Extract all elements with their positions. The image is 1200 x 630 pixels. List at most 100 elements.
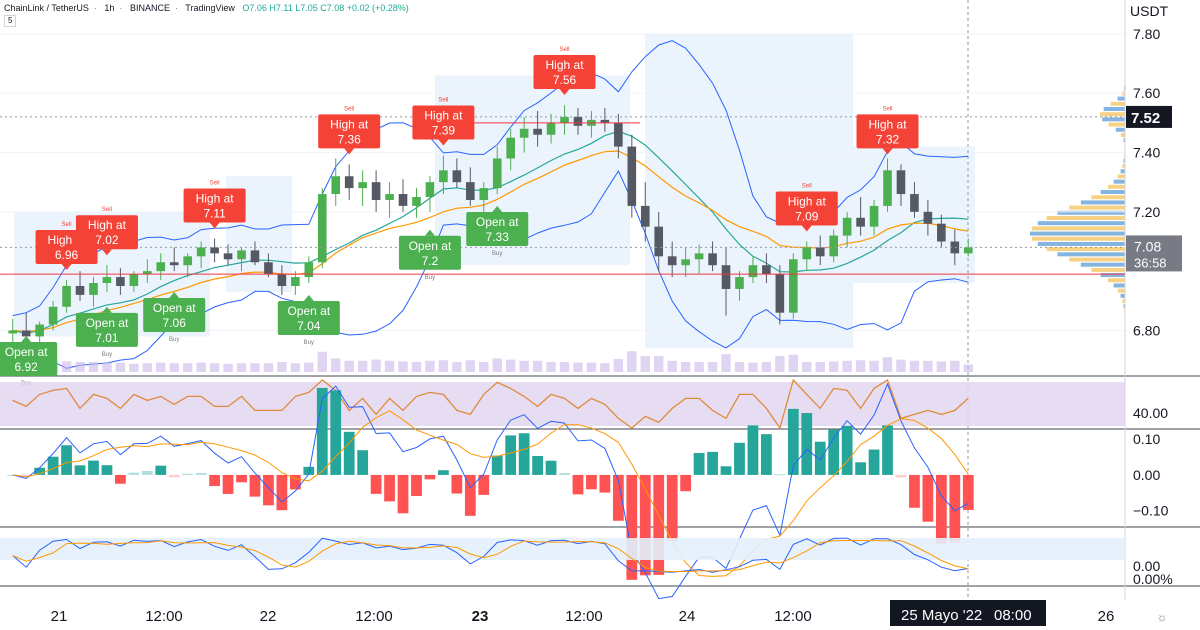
sell-signal-7: High at7.32 Sell xyxy=(856,106,919,155)
candle-body xyxy=(748,265,758,278)
time-tick: 12:00 xyxy=(355,608,393,625)
candle-body xyxy=(694,253,704,260)
signal-box[interactable] xyxy=(143,298,206,333)
candle-body xyxy=(8,330,18,334)
profile-bar xyxy=(1108,184,1125,189)
candle-body xyxy=(883,170,892,206)
candle-67 xyxy=(910,182,919,218)
candle-body xyxy=(304,262,314,278)
candle-body xyxy=(264,262,273,275)
volume-bar xyxy=(828,361,839,372)
macd-histogram-bar xyxy=(411,474,422,497)
volume-bar xyxy=(748,362,758,372)
candle-body xyxy=(89,283,98,295)
candle-body xyxy=(937,223,946,242)
volume-bar xyxy=(600,363,610,372)
macd-histogram-bar xyxy=(841,425,853,475)
candle-41 xyxy=(560,105,569,135)
macd-histogram-bar xyxy=(586,474,597,490)
profile-bar xyxy=(1122,164,1125,169)
signal-box[interactable] xyxy=(466,212,529,247)
candle-body xyxy=(910,194,919,212)
volume-bar xyxy=(75,362,85,372)
candle-25 xyxy=(344,164,354,200)
volume-bar xyxy=(707,362,718,372)
volume-bar xyxy=(263,363,274,372)
candle-body xyxy=(169,262,179,266)
profile-bar xyxy=(1030,231,1125,236)
time-tick: 24 xyxy=(679,608,696,625)
volume-bar xyxy=(586,362,597,372)
candle-62 xyxy=(842,211,852,248)
signal-value: 7.11 xyxy=(203,207,226,221)
candle-64 xyxy=(869,199,879,236)
macd-histogram-bar xyxy=(397,474,409,514)
volume-bar xyxy=(492,358,502,372)
candle-1 xyxy=(21,312,31,340)
candle-body xyxy=(412,197,421,206)
signal-value: 6.96 xyxy=(55,248,79,262)
signal-box[interactable] xyxy=(856,114,919,149)
macd-histogram-bar xyxy=(801,413,813,475)
candle-37 xyxy=(506,128,515,171)
signal-box[interactable] xyxy=(398,235,461,270)
signal-box[interactable] xyxy=(775,191,838,226)
indicator-toggle[interactable]: 5 xyxy=(4,15,17,27)
interval[interactable]: 1h xyxy=(104,3,115,13)
profile-bar xyxy=(1057,252,1125,257)
signal-box[interactable] xyxy=(533,55,596,90)
macd-histogram-bar xyxy=(357,450,369,475)
symbol-name[interactable]: ChainLink / TetherUS xyxy=(4,3,89,13)
volume-bar xyxy=(142,363,153,372)
macd-histogram-bar xyxy=(653,474,665,575)
signal-box[interactable] xyxy=(183,188,246,223)
volume-bar xyxy=(425,360,435,372)
rsi-axis-label: 40.00 xyxy=(1133,405,1168,421)
profile-bar xyxy=(1037,241,1125,246)
macd-histogram-bar xyxy=(747,425,759,475)
macd-histogram-bar xyxy=(168,474,180,478)
signal-box[interactable] xyxy=(75,312,138,347)
volume-bar xyxy=(573,362,583,372)
volume-bar xyxy=(411,362,422,372)
macd-histogram-bar xyxy=(693,452,705,475)
candle-57 xyxy=(775,265,785,325)
macd-histogram-bar xyxy=(61,445,72,475)
candle-20 xyxy=(277,265,287,295)
volume-bar xyxy=(479,362,489,372)
settings-gear-icon[interactable]: ☼ xyxy=(1157,610,1168,624)
volume-bar xyxy=(169,363,179,372)
volume-bar xyxy=(802,362,812,372)
signal-box[interactable] xyxy=(277,301,340,336)
macd-histogram-bar xyxy=(195,472,207,475)
macd-histogram-bar xyxy=(639,474,651,576)
macd-tick: −0.10 xyxy=(1133,503,1169,519)
profile-bar xyxy=(1069,257,1125,262)
signal-pointer xyxy=(801,225,812,232)
marked-price-badge xyxy=(1126,105,1172,128)
price-tick: 7.60 xyxy=(1133,85,1160,101)
volume-bar xyxy=(532,360,543,372)
signal-box[interactable] xyxy=(75,215,138,250)
candle-22 xyxy=(304,256,314,284)
signal-pointer xyxy=(21,336,32,342)
candle-3 xyxy=(48,300,58,331)
volume-bar xyxy=(277,362,287,372)
price-tick: 7.80 xyxy=(1133,26,1160,42)
profile-bar xyxy=(1117,96,1125,101)
signal-box[interactable] xyxy=(412,105,475,140)
signal-box[interactable] xyxy=(0,342,58,376)
signal-pointer xyxy=(882,148,893,155)
candle-body xyxy=(358,182,367,189)
volume-bar xyxy=(344,360,354,372)
candle-body xyxy=(721,265,731,289)
signal-box[interactable] xyxy=(318,114,381,149)
candle-body xyxy=(35,324,44,337)
volume-bar xyxy=(88,362,99,372)
candle-45 xyxy=(614,113,623,159)
macd-histogram-bar xyxy=(626,474,638,580)
candle-70 xyxy=(950,229,960,266)
profile-bar xyxy=(1100,190,1125,195)
buy-signal-12: Open at7.2 Buy xyxy=(398,229,461,281)
